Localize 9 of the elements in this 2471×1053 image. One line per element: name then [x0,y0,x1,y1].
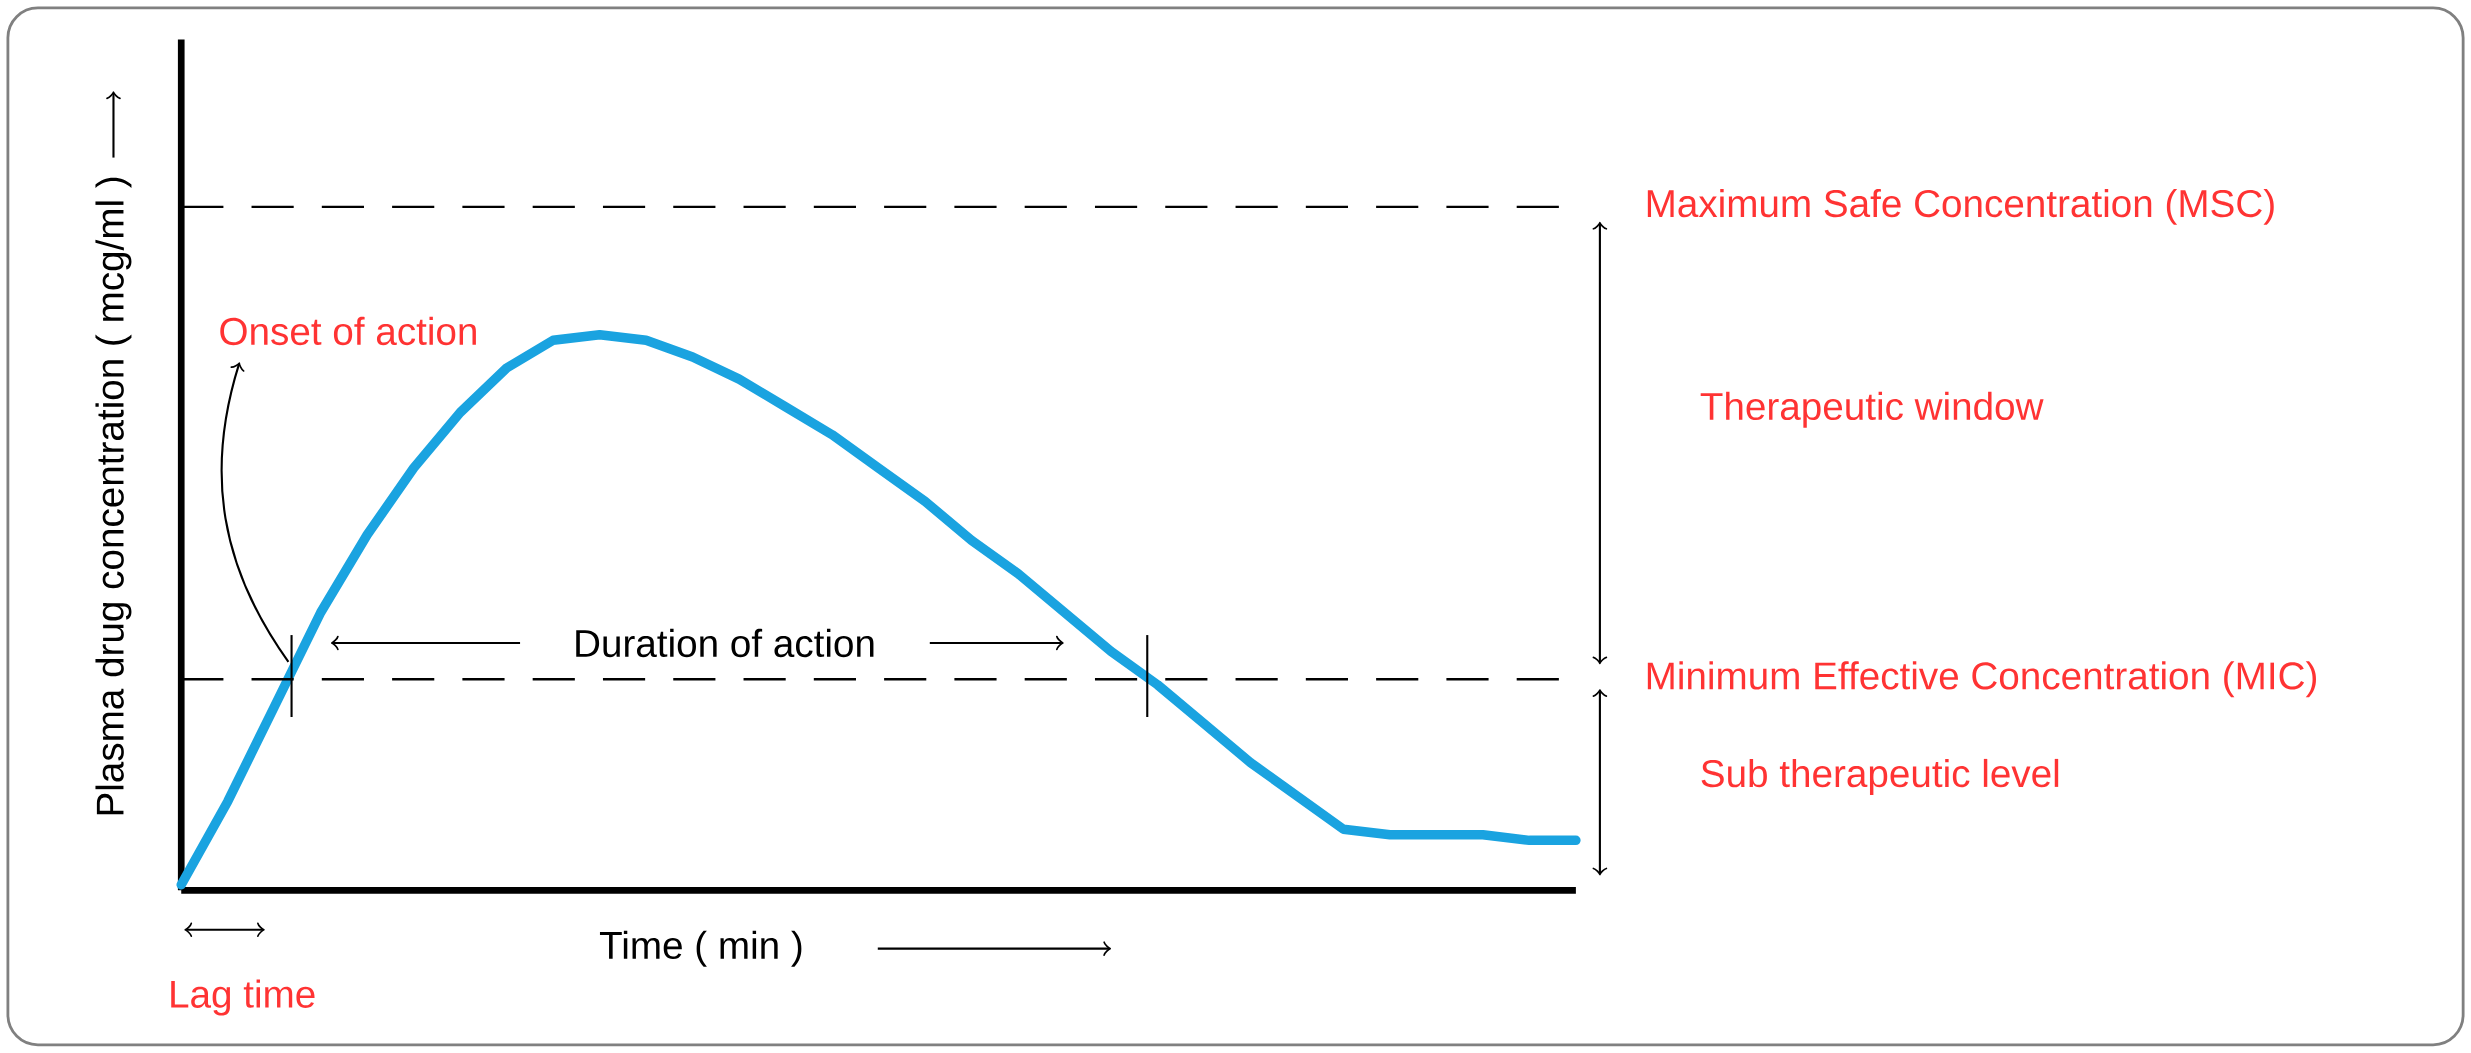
ref-line-label: Minimum Effective Concentration (MIC) [1647,661,2316,698]
y-axis-title: Plasma drug concentration ( mcg/ml ) [95,177,132,815]
annotation: Onset of action [220,316,476,346]
text: Lag time [171,979,315,1016]
annotation: Duration of action [576,628,874,658]
ref-line-label: Maximum Safe Concentration (MSC) [1647,189,2274,226]
text: Sub therapeutic level [1701,759,2059,796]
x-axis-title: Time ( min ) [599,930,802,967]
text: Therapeutic window [1700,391,2044,428]
